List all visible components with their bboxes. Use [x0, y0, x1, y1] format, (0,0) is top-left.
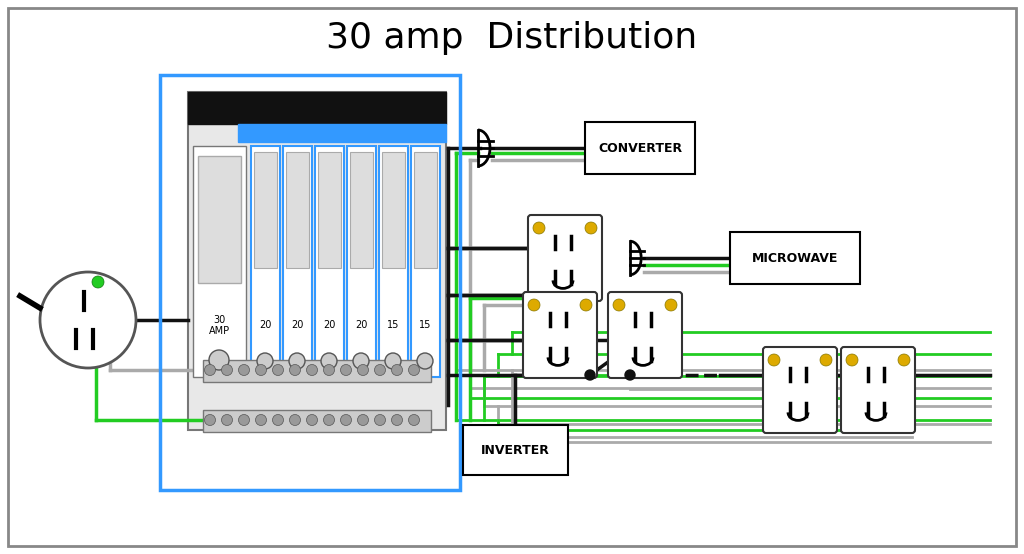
Circle shape	[585, 370, 595, 380]
Circle shape	[272, 365, 284, 376]
FancyBboxPatch shape	[193, 146, 246, 377]
Circle shape	[92, 276, 104, 288]
Circle shape	[585, 222, 597, 234]
Circle shape	[321, 353, 337, 369]
Circle shape	[409, 365, 420, 376]
Text: 15: 15	[387, 320, 399, 330]
FancyBboxPatch shape	[608, 292, 682, 378]
Circle shape	[353, 353, 369, 369]
FancyBboxPatch shape	[283, 146, 311, 377]
Circle shape	[357, 365, 369, 376]
Circle shape	[375, 414, 385, 425]
Circle shape	[898, 354, 910, 366]
Circle shape	[272, 414, 284, 425]
FancyBboxPatch shape	[8, 8, 1016, 546]
Circle shape	[239, 414, 250, 425]
Circle shape	[205, 414, 215, 425]
Text: 20: 20	[354, 320, 368, 330]
Circle shape	[820, 354, 831, 366]
Text: MICROWAVE: MICROWAVE	[752, 252, 839, 264]
Circle shape	[306, 365, 317, 376]
Circle shape	[409, 414, 420, 425]
Circle shape	[290, 414, 300, 425]
Text: INVERTER: INVERTER	[480, 444, 550, 456]
Text: 15: 15	[419, 320, 431, 330]
Circle shape	[257, 353, 273, 369]
Circle shape	[528, 299, 540, 311]
FancyBboxPatch shape	[379, 146, 408, 377]
FancyBboxPatch shape	[314, 146, 343, 377]
Circle shape	[256, 365, 266, 376]
FancyBboxPatch shape	[251, 146, 280, 377]
FancyBboxPatch shape	[346, 146, 376, 377]
Circle shape	[324, 365, 335, 376]
Text: 20: 20	[291, 320, 303, 330]
Text: CONVERTER: CONVERTER	[598, 141, 682, 155]
Circle shape	[239, 365, 250, 376]
Circle shape	[221, 365, 232, 376]
FancyBboxPatch shape	[414, 151, 436, 268]
FancyBboxPatch shape	[523, 292, 597, 378]
FancyBboxPatch shape	[188, 92, 446, 430]
Circle shape	[306, 414, 317, 425]
FancyBboxPatch shape	[585, 122, 695, 174]
FancyBboxPatch shape	[763, 347, 837, 433]
Circle shape	[391, 414, 402, 425]
Text: 30
AMP: 30 AMP	[209, 315, 229, 336]
Circle shape	[625, 370, 635, 380]
FancyBboxPatch shape	[841, 347, 915, 433]
FancyBboxPatch shape	[286, 151, 308, 268]
Text: 30 amp  Distribution: 30 amp Distribution	[327, 21, 697, 55]
Circle shape	[580, 299, 592, 311]
Text: 20: 20	[259, 320, 271, 330]
FancyBboxPatch shape	[203, 410, 431, 432]
Circle shape	[289, 353, 305, 369]
Circle shape	[391, 365, 402, 376]
Circle shape	[385, 353, 401, 369]
FancyBboxPatch shape	[254, 151, 276, 268]
FancyBboxPatch shape	[198, 156, 241, 283]
FancyBboxPatch shape	[382, 151, 404, 268]
Circle shape	[375, 365, 385, 376]
Circle shape	[846, 354, 858, 366]
FancyBboxPatch shape	[349, 151, 373, 268]
Circle shape	[205, 365, 215, 376]
FancyBboxPatch shape	[317, 151, 341, 268]
FancyBboxPatch shape	[411, 146, 439, 377]
Circle shape	[417, 353, 433, 369]
Text: 20: 20	[323, 320, 335, 330]
Circle shape	[613, 299, 625, 311]
FancyBboxPatch shape	[238, 124, 446, 142]
Circle shape	[341, 414, 351, 425]
Circle shape	[665, 299, 677, 311]
FancyBboxPatch shape	[730, 232, 860, 284]
Circle shape	[40, 272, 136, 368]
FancyBboxPatch shape	[188, 92, 446, 124]
Circle shape	[209, 350, 229, 370]
FancyBboxPatch shape	[203, 360, 431, 382]
Circle shape	[768, 354, 780, 366]
Circle shape	[357, 414, 369, 425]
Circle shape	[324, 414, 335, 425]
FancyBboxPatch shape	[463, 425, 567, 475]
Circle shape	[256, 414, 266, 425]
Circle shape	[221, 414, 232, 425]
Circle shape	[290, 365, 300, 376]
Circle shape	[341, 365, 351, 376]
FancyBboxPatch shape	[528, 215, 602, 301]
Circle shape	[534, 222, 545, 234]
